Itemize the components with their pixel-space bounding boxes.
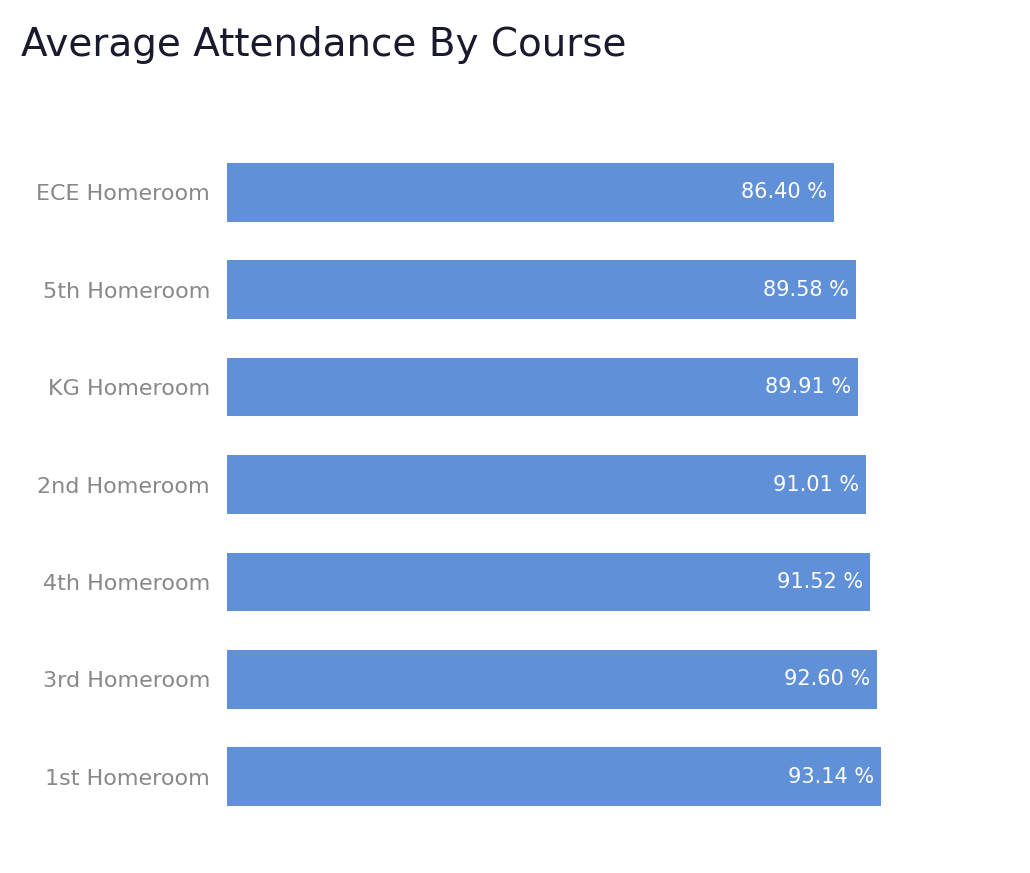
Bar <box>227 456 866 513</box>
Text: Average Attendance By Course: Average Attendance By Course <box>21 26 626 65</box>
Text: 86.40 %: 86.40 % <box>741 182 827 203</box>
Bar <box>227 747 881 806</box>
Text: 92.60 %: 92.60 % <box>784 670 870 690</box>
Bar <box>227 553 869 611</box>
Bar <box>227 163 833 222</box>
Text: 93.14 %: 93.14 % <box>788 766 874 787</box>
Text: 89.58 %: 89.58 % <box>763 279 849 299</box>
Text: 91.52 %: 91.52 % <box>777 572 863 592</box>
Text: 89.91 %: 89.91 % <box>765 377 852 397</box>
Bar <box>227 260 856 319</box>
Bar <box>227 650 878 709</box>
Text: 91.01 %: 91.01 % <box>772 475 859 494</box>
Bar <box>227 358 858 416</box>
